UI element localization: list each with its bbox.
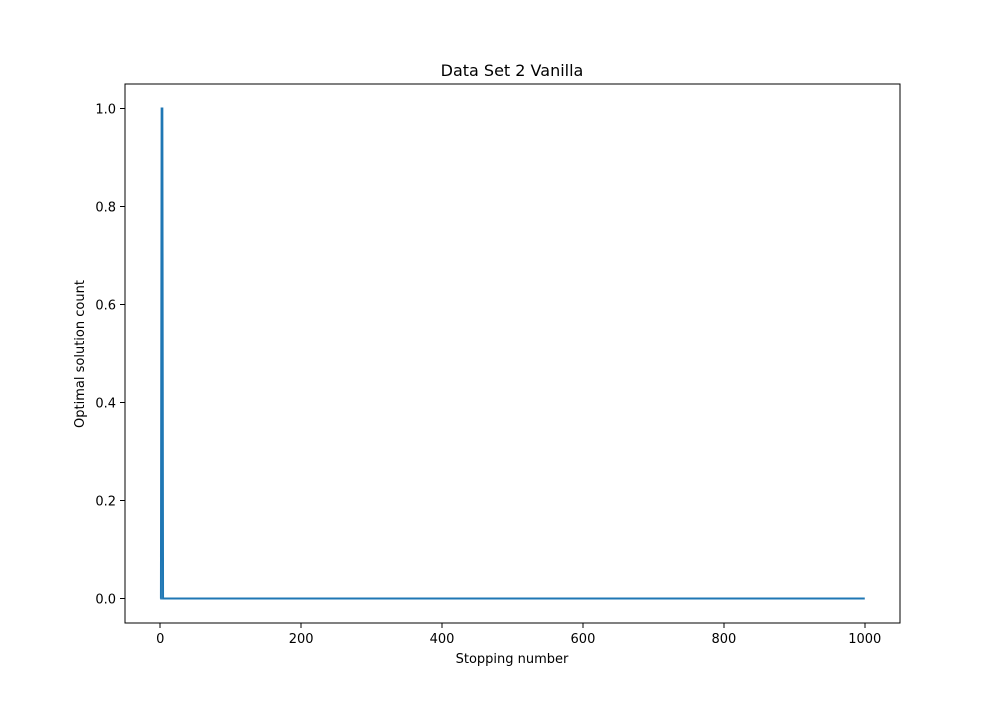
axes-frame [124,83,901,624]
chart-title: Data Set 2 Vanilla [441,61,584,80]
x-tick-label: 400 [430,632,455,647]
plot-area [159,107,865,600]
x-tick-label: 1000 [848,632,881,647]
y-tick-label: 0.2 [95,495,116,510]
x-tick-label: 800 [711,632,736,647]
axes: 0 200 400 600 800 1000 0.0 0.2 0.4 0.6 0.8 1.0 [95,83,901,647]
y-tick-label: 0.6 [95,299,116,314]
x-axis-label: Stopping number [456,652,569,667]
y-tick-label: 0.8 [95,201,116,216]
x-tick-label: 0 [156,632,164,647]
y-tick-label: 1.0 [95,103,116,118]
y-tick-label: 0.4 [95,397,116,412]
y-tick-label: 0.0 [95,593,116,608]
x-tick-label: 200 [289,632,314,647]
x-tick-label: 600 [571,632,596,647]
series-line-0 [159,107,865,600]
y-axis-label: Optimal solution count [73,280,88,428]
